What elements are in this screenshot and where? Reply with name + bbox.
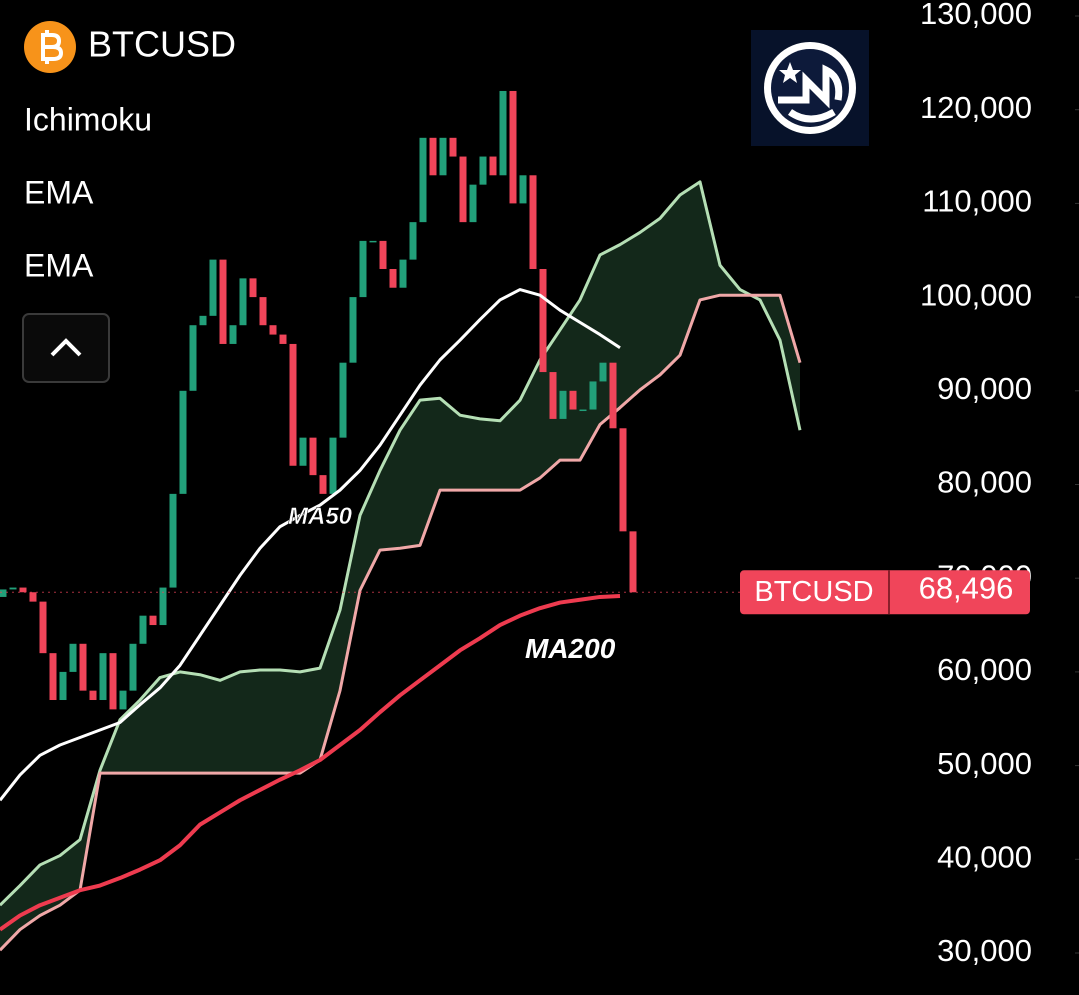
y-tick-label: 50,000 <box>937 746 1032 781</box>
candle-body <box>49 653 57 701</box>
candle-body <box>99 653 107 701</box>
candle-body <box>379 240 387 269</box>
y-tick-label: 90,000 <box>937 371 1032 406</box>
y-tick-label: 130,000 <box>920 0 1032 31</box>
candle-body <box>79 643 87 691</box>
candle-body <box>109 653 117 710</box>
candle-body <box>189 325 197 391</box>
candle-body <box>259 297 267 326</box>
button-frame[interactable] <box>22 313 110 383</box>
indicator-label: EMA <box>24 247 94 283</box>
indicator-label: Ichimoku <box>24 101 152 137</box>
candle-body <box>489 156 497 176</box>
candle-body <box>0 589 7 597</box>
series-label: MA50 <box>288 503 353 530</box>
plot-area: 130,000 120,000 110,000 100,000 90,000 80,000… <box>0 0 1079 968</box>
candle-body <box>579 409 587 412</box>
candle-body <box>289 343 297 466</box>
candle-body <box>349 297 357 363</box>
candle-body <box>589 381 597 410</box>
candle-body <box>509 90 517 204</box>
candle-body <box>409 222 417 260</box>
candle-body <box>59 671 67 701</box>
indicator-line <box>0 594 621 932</box>
overlay: BTCUSD Ichimoku EMA EMA <box>22 21 869 383</box>
candle-body <box>429 137 437 176</box>
candle-body <box>269 325 277 335</box>
candle-body <box>129 643 137 691</box>
collapse-button[interactable] <box>22 313 110 383</box>
indicator-label: EMA <box>24 174 94 210</box>
candle-body <box>369 240 377 243</box>
y-tick-label: 100,000 <box>920 277 1032 312</box>
candle-body <box>249 278 257 298</box>
candle-body <box>199 315 207 326</box>
indicator-line <box>0 180 802 907</box>
candle-body <box>149 615 157 626</box>
y-tick-label: 60,000 <box>937 652 1032 687</box>
candle-body <box>279 334 287 344</box>
candle-body <box>609 362 617 429</box>
candle-body <box>569 390 577 410</box>
candle-body <box>139 615 147 644</box>
candle-body <box>159 587 167 626</box>
candle-body <box>449 137 457 157</box>
indicator-line <box>0 293 802 952</box>
candle-body <box>359 240 367 298</box>
candle-body <box>209 259 217 316</box>
candle-body <box>89 690 97 701</box>
logo-star <box>779 62 801 83</box>
candle-body <box>319 475 327 494</box>
candle-body <box>69 643 77 672</box>
candle-body <box>229 325 237 344</box>
y-tick-label: 110,000 <box>922 184 1032 219</box>
candle-body <box>469 184 477 223</box>
candle-body <box>309 437 317 476</box>
candle-body <box>399 259 407 288</box>
candle-body <box>439 137 447 176</box>
candle-body <box>519 175 527 204</box>
symbol-title: BTCUSD <box>88 24 236 65</box>
price-tag-name: BTCUSD <box>754 576 873 608</box>
price-tag <box>740 570 1030 615</box>
candle-body <box>329 437 337 494</box>
logo-mark <box>778 64 843 123</box>
candle-body <box>549 372 557 419</box>
ichimoku-cloud <box>0 181 800 951</box>
y-tick-label: 80,000 <box>937 465 1032 500</box>
candle-body <box>389 268 397 288</box>
candle-body <box>39 601 47 654</box>
candle-body <box>619 428 627 532</box>
candle-body <box>119 690 127 710</box>
y-tick-label: 30,000 <box>937 933 1032 968</box>
bitcoin-glyph <box>41 30 64 64</box>
series-label: MA200 <box>525 633 616 664</box>
candle-body <box>459 156 467 223</box>
candle-body <box>339 362 347 438</box>
candle-body <box>479 156 487 185</box>
candle-body <box>179 390 187 494</box>
indicator-line <box>0 288 621 802</box>
candle-body <box>539 268 547 373</box>
candle-body <box>629 531 637 593</box>
candle-body <box>9 587 17 590</box>
y-tick-label: 120,000 <box>920 90 1032 125</box>
candle-body <box>419 137 427 223</box>
y-tick-label: 40,000 <box>937 839 1032 874</box>
candle-body <box>559 390 567 419</box>
candle-body <box>599 362 607 382</box>
price-tag-value: 68,496 <box>919 570 1014 605</box>
candle-body <box>169 493 177 588</box>
chevron-up[interactable] <box>50 338 82 357</box>
candle-body <box>29 592 37 602</box>
candle-body <box>499 90 507 176</box>
candle-body <box>299 437 307 466</box>
candle-body <box>219 259 227 344</box>
candle-body <box>19 587 27 593</box>
candle-body <box>239 278 247 326</box>
candle-body <box>529 175 537 269</box>
